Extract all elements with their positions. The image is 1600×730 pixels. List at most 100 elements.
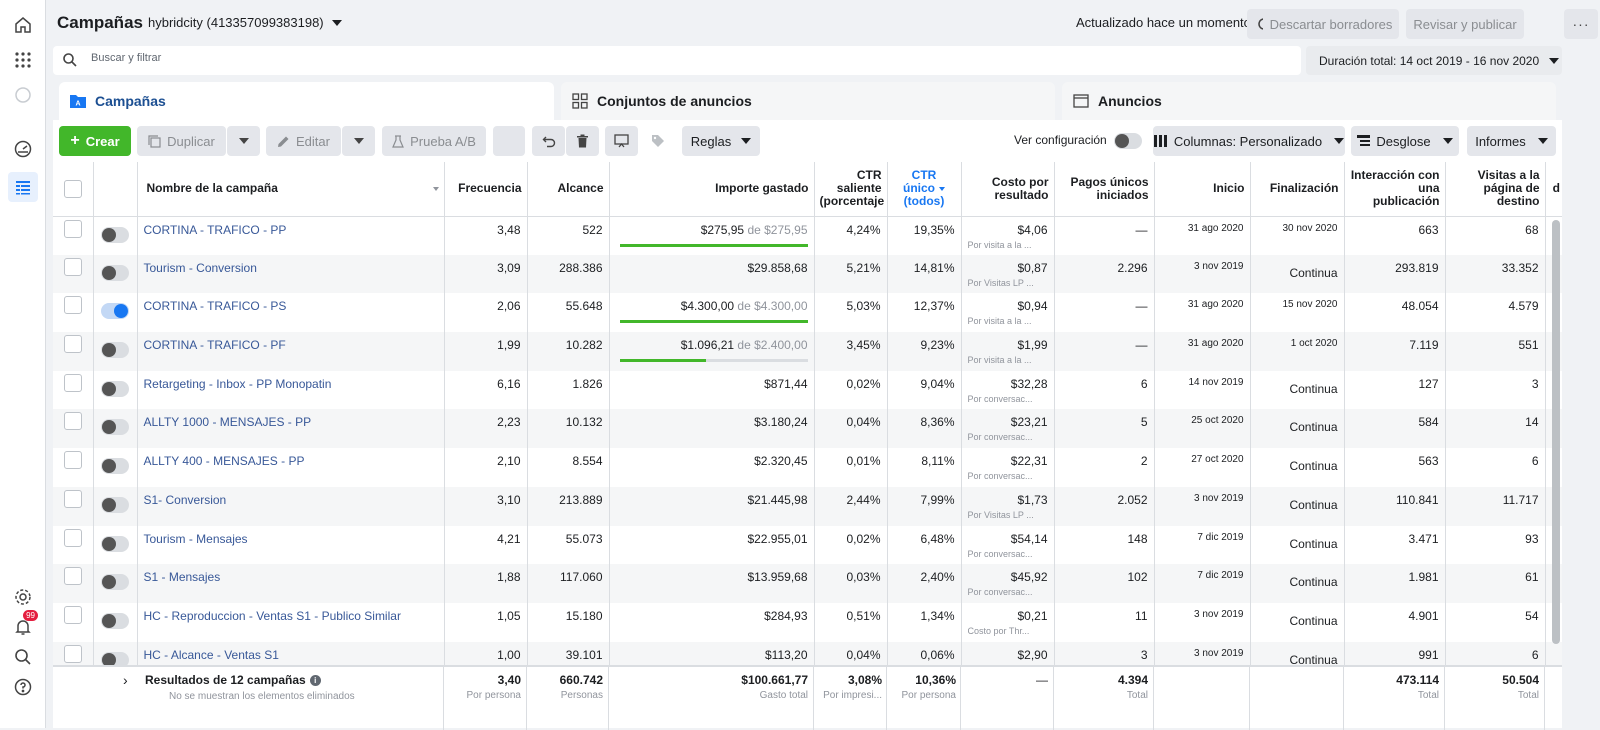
col-ctr-unique-header[interactable]: CTR único (todos) xyxy=(887,162,962,217)
reports-button[interactable]: Informes xyxy=(1467,126,1556,156)
col-landing-visits-header[interactable]: Visitas a la página de destino xyxy=(1445,162,1546,217)
edit-button[interactable]: Editar xyxy=(266,126,341,156)
discard-drafts-button[interactable]: Descartar borradores xyxy=(1263,9,1399,39)
preview-button[interactable] xyxy=(605,126,638,156)
row-select-cell[interactable] xyxy=(53,486,94,526)
campaign-name-link[interactable]: HC - Alcance - Ventas S1 xyxy=(143,647,279,662)
account-selector[interactable]: hybridcity (413357099383198) xyxy=(148,15,342,30)
campaign-name-link[interactable]: Tourism - Mensajes xyxy=(143,531,248,546)
tab-ad-sets[interactable]: Conjuntos de anuncios xyxy=(561,82,1055,120)
row-checkbox[interactable] xyxy=(63,451,82,470)
col-end-header[interactable]: Finalización xyxy=(1250,162,1345,217)
rules-button[interactable]: Reglas xyxy=(682,126,760,156)
campaign-status-toggle[interactable] xyxy=(101,612,129,629)
campaign-name-link[interactable]: ALLTY 400 - MENSAJES - PP xyxy=(143,454,305,469)
table-row[interactable]: S1- Conversion 3,10 213.889 $21.445,98 2,44%… xyxy=(53,486,1562,526)
table-row[interactable]: Retargeting - Inbox - PP Monopatin 6,16 1.… xyxy=(53,370,1562,410)
row-select-cell[interactable] xyxy=(53,525,94,565)
row-checkbox[interactable] xyxy=(63,335,82,354)
row-select-cell[interactable] xyxy=(53,293,94,333)
row-checkbox[interactable] xyxy=(63,219,82,238)
campaign-name-link[interactable]: Retargeting - Inbox - PP Monopatin xyxy=(143,376,332,391)
campaign-status-toggle[interactable] xyxy=(101,303,129,320)
ab-test-button[interactable]: Prueba A/B xyxy=(382,126,486,156)
search-filter-bar[interactable] xyxy=(53,46,1301,75)
row-select-cell[interactable] xyxy=(53,602,94,642)
row-toggle-cell[interactable] xyxy=(93,370,138,410)
col-name-header[interactable]: Nombre de la campaña xyxy=(137,162,445,217)
select-all-checkbox[interactable] xyxy=(63,179,82,198)
col-spent-header[interactable]: Importe gastado xyxy=(609,162,815,217)
row-checkbox[interactable] xyxy=(63,567,82,586)
apps-grid-icon[interactable] xyxy=(8,45,38,75)
row-toggle-cell[interactable] xyxy=(93,564,138,603)
select-all-cell[interactable] xyxy=(53,162,94,217)
table-row[interactable]: CORTINA - TRAFICO - PS 2,06 55.648 $4.300,0… xyxy=(53,293,1562,333)
table-row[interactable]: ALLTY 400 - MENSAJES - PP 2,10 8.554 $2.320… xyxy=(53,448,1562,487)
campaign-name-link[interactable]: S1- Conversion xyxy=(143,492,227,507)
ads-manager-table-icon[interactable] xyxy=(8,172,38,202)
breakdown-button[interactable]: Desglose xyxy=(1351,126,1459,156)
campaign-status-toggle[interactable] xyxy=(101,535,129,552)
view-config-toggle[interactable] xyxy=(1114,133,1142,154)
campaign-status-toggle[interactable] xyxy=(101,574,129,591)
table-row[interactable]: Tourism - Conversion 3,09 288.386 $29.858,6… xyxy=(53,254,1562,294)
more-options-button[interactable]: ··· xyxy=(1564,9,1598,39)
campaign-status-toggle[interactable] xyxy=(101,264,129,281)
col-cost-per-result-header[interactable]: Costo por resultado xyxy=(961,162,1055,217)
table-row[interactable]: S1 - Mensajes 1,88 117.060 $13.959,68 0,03% 2… xyxy=(53,564,1562,603)
col-extra-header[interactable]: d xyxy=(1545,162,1562,217)
row-select-cell[interactable] xyxy=(53,332,94,371)
columns-button[interactable]: Columnas: Personalizado xyxy=(1153,126,1345,156)
review-publish-button[interactable]: Revisar y publicar xyxy=(1406,9,1524,39)
campaign-status-toggle[interactable] xyxy=(101,419,129,436)
row-checkbox[interactable] xyxy=(63,373,82,392)
duplicate-dropdown[interactable] xyxy=(227,126,260,156)
table-row[interactable]: CORTINA - TRAFICO - PF 1,99 10.282 $1.096,2… xyxy=(53,332,1562,371)
row-select-cell[interactable] xyxy=(53,216,94,255)
duplicate-button[interactable]: Duplicar xyxy=(137,126,226,156)
row-toggle-cell[interactable] xyxy=(93,448,138,487)
row-checkbox[interactable] xyxy=(63,605,82,624)
row-select-cell[interactable] xyxy=(53,370,94,410)
search-icon[interactable] xyxy=(8,642,38,672)
row-checkbox[interactable] xyxy=(63,296,82,315)
results-summary[interactable]: › Resultados de 12 campañas i xyxy=(123,672,321,688)
row-toggle-cell[interactable] xyxy=(93,332,138,371)
undo-button[interactable] xyxy=(532,126,565,156)
campaign-status-toggle[interactable] xyxy=(101,226,129,243)
home-icon[interactable] xyxy=(8,10,38,40)
campaign-status-toggle[interactable] xyxy=(101,458,129,475)
row-select-cell[interactable] xyxy=(53,409,94,449)
table-row[interactable]: HC - Reproduccion - Ventas S1 - Publico … xyxy=(53,602,1562,642)
col-reach-header[interactable]: Alcance xyxy=(527,162,610,217)
settings-gear-icon[interactable] xyxy=(8,582,38,612)
row-toggle-cell[interactable] xyxy=(93,486,138,526)
col-ctr-outbound-header[interactable]: CTR saliente (porcentaje xyxy=(814,162,888,217)
table-row[interactable]: CORTINA - TRAFICO - PP 3,48 522 $275,95 de … xyxy=(53,216,1562,255)
row-toggle-cell[interactable] xyxy=(93,254,138,294)
col-frequency-header[interactable]: Frecuencia xyxy=(444,162,528,217)
blank-action-button[interactable] xyxy=(493,126,525,156)
tab-ads[interactable]: Anuncios xyxy=(1062,82,1556,120)
col-start-header[interactable]: Inicio xyxy=(1154,162,1251,217)
row-select-cell[interactable] xyxy=(53,448,94,487)
col-engagement-header[interactable]: Interacción con una publicación xyxy=(1344,162,1446,217)
row-select-cell[interactable] xyxy=(53,564,94,603)
table-scrollbar[interactable] xyxy=(1552,220,1560,644)
table-row[interactable]: Tourism - Mensajes 4,21 55.073 $22.955,01 0,… xyxy=(53,525,1562,565)
create-button[interactable]: + Crear xyxy=(59,126,131,156)
search-input[interactable] xyxy=(91,52,891,64)
campaign-status-toggle[interactable] xyxy=(101,342,129,359)
delete-button[interactable] xyxy=(566,126,599,156)
account-avatar-icon[interactable] xyxy=(8,80,38,110)
dashboard-gauge-icon[interactable] xyxy=(8,134,38,164)
row-toggle-cell[interactable] xyxy=(93,216,138,255)
campaign-name-link[interactable]: HC - Reproduccion - Ventas S1 - Publico … xyxy=(143,608,401,623)
campaign-status-toggle[interactable] xyxy=(101,651,129,668)
tab-campaigns[interactable]: A Campañas xyxy=(59,82,554,120)
campaign-name-link[interactable]: Tourism - Conversion xyxy=(143,260,257,275)
row-select-cell[interactable] xyxy=(53,254,94,294)
tag-button[interactable] xyxy=(641,126,674,156)
row-checkbox[interactable] xyxy=(63,644,82,663)
